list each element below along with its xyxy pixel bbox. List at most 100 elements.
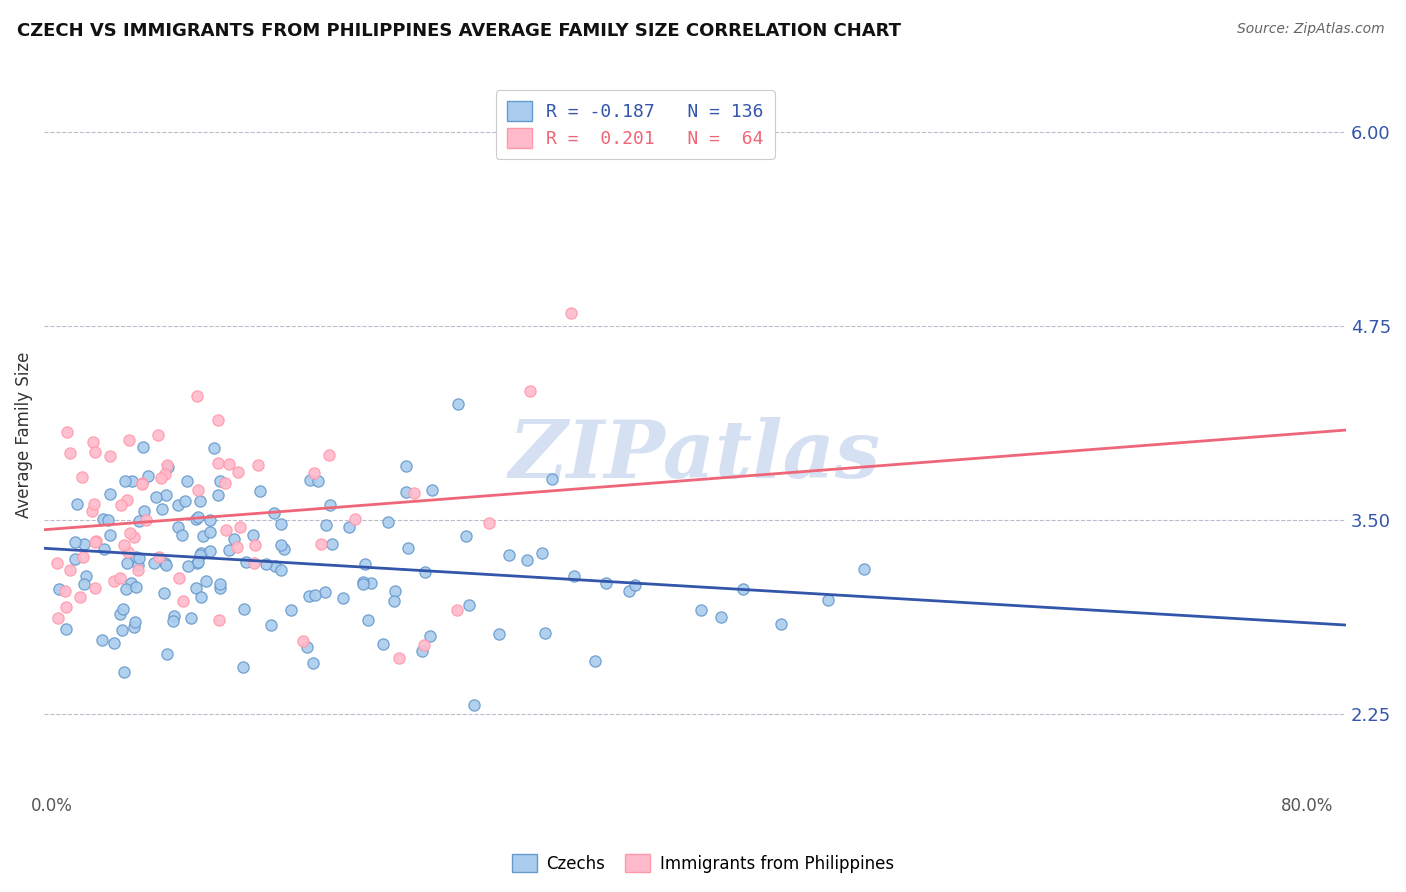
Point — [146, 427, 169, 442]
Point — [170, 527, 193, 541]
Point — [156, 460, 179, 475]
Point — [307, 474, 329, 488]
Point — [115, 493, 138, 508]
Point — [59, 446, 82, 460]
Point — [80, 503, 103, 517]
Point — [488, 627, 510, 641]
Point — [446, 397, 468, 411]
Point — [180, 611, 202, 625]
Point — [560, 306, 582, 320]
Point — [142, 557, 165, 571]
Point — [55, 583, 77, 598]
Point — [446, 603, 468, 617]
Point — [624, 577, 647, 591]
Point — [302, 657, 325, 671]
Point — [200, 524, 222, 539]
Point — [84, 534, 107, 549]
Point — [280, 602, 302, 616]
Point — [419, 629, 441, 643]
Point — [353, 574, 375, 589]
Point — [155, 558, 177, 572]
Text: ZIPatlas: ZIPatlas — [509, 417, 882, 495]
Point — [207, 456, 229, 470]
Point — [167, 520, 190, 534]
Point — [202, 441, 225, 455]
Point — [595, 575, 617, 590]
Point — [131, 476, 153, 491]
Point — [245, 538, 267, 552]
Point — [191, 529, 214, 543]
Point — [463, 698, 485, 712]
Point — [103, 574, 125, 588]
Point — [319, 499, 342, 513]
Point — [59, 563, 82, 577]
Point — [413, 565, 436, 579]
Point — [384, 583, 406, 598]
Point — [395, 485, 418, 500]
Point — [184, 581, 207, 595]
Point — [264, 558, 287, 573]
Point — [108, 571, 131, 585]
Point — [111, 602, 134, 616]
Point — [356, 613, 378, 627]
Point — [186, 389, 208, 403]
Point — [343, 512, 366, 526]
Legend: R = -0.187   N = 136, R =  0.201   N =  64: R = -0.187 N = 136, R = 0.201 N = 64 — [496, 90, 775, 159]
Point — [145, 490, 167, 504]
Point — [384, 594, 406, 608]
Point — [360, 576, 382, 591]
Point — [207, 413, 229, 427]
Point — [314, 585, 336, 599]
Point — [172, 593, 194, 607]
Point — [412, 639, 434, 653]
Point — [478, 516, 501, 530]
Point — [540, 472, 562, 486]
Point — [710, 610, 733, 624]
Point — [207, 488, 229, 502]
Point — [124, 615, 146, 629]
Point — [270, 516, 292, 531]
Point — [228, 466, 250, 480]
Point — [270, 563, 292, 577]
Point — [69, 590, 91, 604]
Point — [353, 557, 375, 571]
Point — [127, 563, 149, 577]
Point — [533, 626, 555, 640]
Point — [150, 501, 173, 516]
Point — [156, 647, 179, 661]
Point — [395, 458, 418, 473]
Point — [177, 558, 200, 573]
Point — [100, 486, 122, 500]
Point — [162, 615, 184, 629]
Point — [302, 467, 325, 481]
Point — [112, 665, 135, 679]
Point — [214, 475, 236, 490]
Point — [218, 543, 240, 558]
Point — [420, 483, 443, 498]
Point — [174, 494, 197, 508]
Point — [498, 548, 520, 562]
Point — [249, 484, 271, 499]
Point — [318, 448, 340, 462]
Point — [176, 474, 198, 488]
Point — [120, 576, 142, 591]
Point — [97, 513, 120, 527]
Point — [91, 632, 114, 647]
Point — [153, 467, 176, 481]
Point — [242, 528, 264, 542]
Point — [98, 528, 121, 542]
Point — [243, 556, 266, 570]
Point — [190, 590, 212, 604]
Point — [55, 600, 77, 615]
Point — [115, 556, 138, 570]
Point — [163, 608, 186, 623]
Point — [75, 569, 97, 583]
Point — [315, 517, 337, 532]
Point — [402, 486, 425, 500]
Point — [396, 541, 419, 555]
Point — [84, 534, 107, 549]
Point — [852, 561, 875, 575]
Point — [70, 469, 93, 483]
Point — [200, 513, 222, 527]
Point — [769, 616, 792, 631]
